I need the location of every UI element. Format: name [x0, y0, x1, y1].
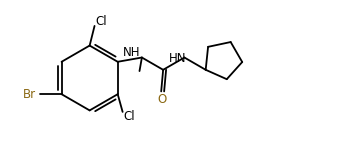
Text: Br: Br	[23, 88, 36, 101]
Text: HN: HN	[169, 52, 186, 65]
Text: Cl: Cl	[124, 110, 135, 123]
Text: Cl: Cl	[95, 15, 107, 28]
Text: O: O	[158, 93, 167, 106]
Text: NH: NH	[123, 46, 140, 59]
